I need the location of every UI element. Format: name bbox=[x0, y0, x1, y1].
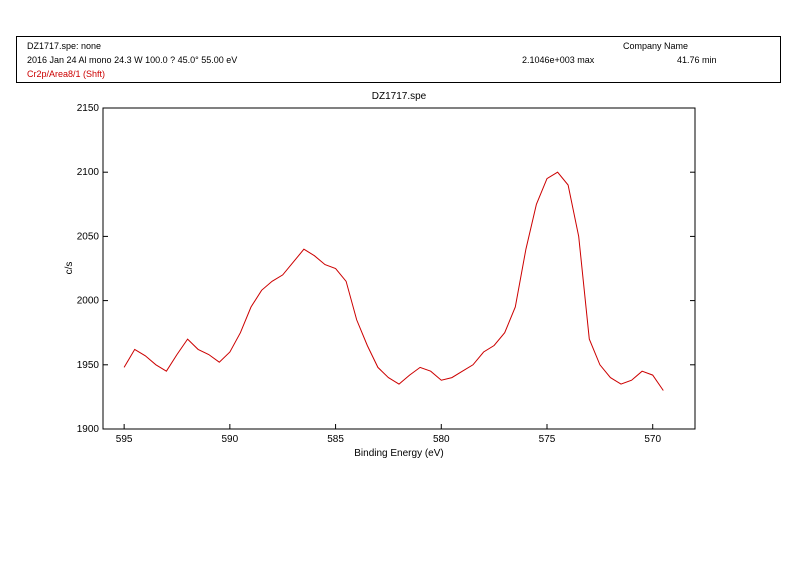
company-name: Company Name bbox=[623, 41, 689, 51]
y-tick-label: 2150 bbox=[77, 103, 100, 114]
x-axis: 595 590 585 580 575 570 bbox=[116, 424, 661, 445]
acquisition-duration: 41.76 min bbox=[677, 55, 717, 65]
x-tick-label: 580 bbox=[433, 434, 450, 445]
chart-title: DZ1717.spe bbox=[372, 91, 427, 102]
spectrum-trace bbox=[123, 171, 664, 391]
x-tick-label: 570 bbox=[644, 434, 661, 445]
y-axis-label: c/s bbox=[64, 262, 75, 275]
y-axis: 1900 1950 2000 2050 2100 2150 bbox=[77, 103, 695, 435]
info-header: DZ1717.spe: none Company Name 2016 Jan 2… bbox=[16, 36, 781, 83]
max-counts: 2.1046e+003 max bbox=[522, 55, 595, 65]
x-tick-label: 575 bbox=[539, 434, 556, 445]
y-tick-label: 2000 bbox=[77, 296, 100, 307]
y-tick-label: 2100 bbox=[77, 167, 100, 178]
plot-frame bbox=[102, 107, 696, 430]
x-tick-label: 585 bbox=[327, 434, 344, 445]
acquisition-params: 2016 Jan 24 Al mono 24.3 W 100.0 ? 45.0°… bbox=[27, 55, 238, 65]
y-tick-label: 1950 bbox=[77, 360, 100, 371]
y-tick-label: 2050 bbox=[77, 231, 100, 242]
x-tick-label: 595 bbox=[116, 434, 133, 445]
filename-line: DZ1717.spe: none bbox=[27, 41, 102, 51]
region-label: Cr2p/Area8/1 (Shft) bbox=[27, 69, 106, 79]
x-tick-label: 590 bbox=[222, 434, 239, 445]
x-axis-label: Binding Energy (eV) bbox=[354, 448, 444, 459]
y-tick-label: 1900 bbox=[77, 424, 100, 435]
